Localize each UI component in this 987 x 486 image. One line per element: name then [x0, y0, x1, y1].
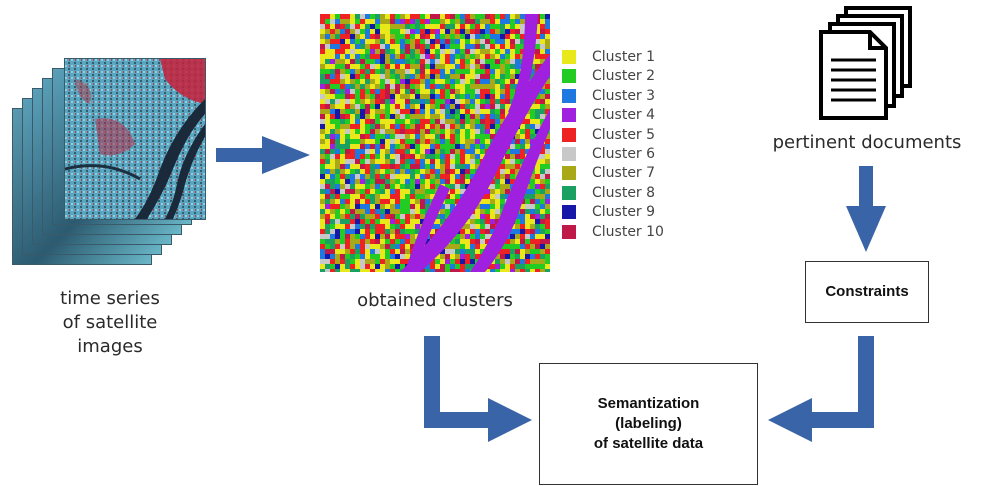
legend-swatch — [562, 69, 576, 84]
legend-swatch — [562, 185, 576, 200]
legend-swatch — [562, 224, 576, 239]
satellite-images-caption: time series of satellite images — [20, 287, 200, 359]
documents-caption: pertinent documents — [772, 132, 962, 153]
legend-label: Cluster 6 — [592, 146, 656, 162]
arrow-constraints-to-semantization — [768, 336, 874, 442]
caption-line: of satellite — [62, 312, 158, 333]
semantization-line: (labeling) — [615, 415, 682, 432]
semantization-box: Semantization (labeling) of satellite da… — [539, 363, 758, 485]
documents-icon — [818, 4, 922, 124]
legend-item: Cluster 2 — [562, 67, 655, 85]
legend-label: Cluster 1 — [592, 49, 656, 65]
constraints-box: Constraints — [805, 261, 929, 323]
arrow-documents-to-constraints — [846, 166, 886, 252]
legend-label: Cluster 2 — [592, 68, 656, 85]
semantization-line: of satellite data — [593, 435, 704, 452]
legend-swatch — [562, 166, 576, 181]
arrow-images-to-clusters — [216, 136, 310, 174]
satellite-image-front — [64, 58, 206, 220]
legend-swatch — [562, 88, 576, 103]
caption-line: images — [77, 336, 143, 357]
legend-item: Cluster 3 — [562, 87, 655, 105]
legend-item: Cluster 5 — [562, 126, 655, 144]
legend-item: Cluster 4 — [562, 106, 655, 124]
legend-item: Cluster 7 — [562, 164, 655, 182]
legend-item: Cluster 1 — [562, 48, 655, 66]
legend-label: Cluster 7 — [592, 165, 656, 182]
legend-swatch — [562, 147, 576, 161]
cluster-legend: Cluster 1 Cluster 2 Cluster 3 Cluster 4 Clus… — [562, 48, 702, 248]
cluster-map — [320, 14, 550, 272]
legend-label: Cluster 3 — [592, 87, 656, 104]
legend-swatch — [562, 50, 576, 64]
legend-item: Cluster 8 — [562, 184, 655, 202]
legend-item: Cluster 9 — [562, 203, 655, 221]
cluster-map-picture — [320, 14, 550, 272]
satellite-image-stack — [12, 58, 212, 273]
legend-label: Cluster 4 — [592, 107, 656, 124]
legend-label: Cluster 5 — [592, 126, 656, 143]
semantization-line: Semantization — [597, 395, 700, 412]
caption-line: time series — [60, 288, 160, 309]
legend-label: Cluster 10 — [592, 223, 664, 240]
legend-item: Cluster 6 — [562, 145, 655, 163]
legend-item: Cluster 10 — [562, 223, 664, 241]
legend-swatch — [562, 205, 576, 220]
legend-swatch — [562, 127, 576, 142]
legend-swatch — [562, 108, 576, 123]
clusters-caption: obtained clusters — [357, 290, 513, 311]
constraints-label: Constraints — [825, 283, 909, 300]
legend-label: Cluster 9 — [592, 204, 656, 221]
legend-label: Cluster 8 — [592, 184, 656, 201]
satellite-image-picture — [65, 59, 205, 219]
arrow-clusters-to-semantization — [424, 336, 532, 442]
